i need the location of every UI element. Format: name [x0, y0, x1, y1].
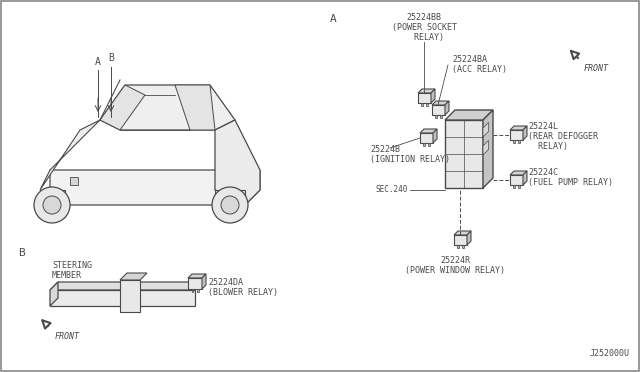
Polygon shape — [432, 101, 449, 105]
Text: B: B — [18, 248, 25, 258]
Text: SEC.240: SEC.240 — [376, 186, 408, 195]
Polygon shape — [420, 129, 437, 133]
Text: J252000U: J252000U — [590, 349, 630, 358]
Bar — [426, 103, 428, 106]
Polygon shape — [40, 170, 260, 205]
Polygon shape — [188, 274, 206, 278]
Polygon shape — [510, 171, 527, 175]
Polygon shape — [483, 122, 488, 137]
Polygon shape — [215, 190, 245, 205]
Polygon shape — [454, 231, 471, 235]
Text: A: A — [95, 57, 101, 67]
Polygon shape — [467, 231, 471, 245]
Bar — [120, 280, 140, 312]
Polygon shape — [483, 110, 493, 188]
Bar — [445, 120, 483, 188]
Polygon shape — [445, 110, 493, 120]
Bar — [421, 103, 423, 106]
Bar — [510, 130, 523, 140]
Text: 25224DA
(BLOWER RELAY): 25224DA (BLOWER RELAY) — [208, 278, 278, 297]
Circle shape — [221, 196, 239, 214]
Polygon shape — [50, 282, 203, 290]
Text: 25224L
(REAR DEFOGGER
  RELAY): 25224L (REAR DEFOGGER RELAY) — [528, 122, 598, 151]
Polygon shape — [202, 274, 206, 289]
Text: 25224B
(IGNITION RELAY): 25224B (IGNITION RELAY) — [370, 145, 450, 164]
Bar — [191, 289, 193, 292]
Bar — [440, 115, 442, 118]
Polygon shape — [175, 85, 215, 130]
Text: 25224BA
(ACC RELAY): 25224BA (ACC RELAY) — [452, 55, 507, 74]
Text: A: A — [330, 14, 337, 24]
Circle shape — [34, 187, 70, 223]
Polygon shape — [433, 129, 437, 143]
Circle shape — [43, 196, 61, 214]
Bar — [510, 175, 523, 185]
Bar — [513, 140, 515, 143]
Polygon shape — [120, 273, 147, 280]
Bar — [418, 93, 431, 103]
Bar — [513, 185, 515, 188]
Polygon shape — [418, 89, 435, 93]
Bar — [428, 143, 430, 146]
Polygon shape — [523, 171, 527, 185]
Polygon shape — [215, 120, 260, 205]
Polygon shape — [483, 141, 488, 155]
Text: STEERING
MEMBER: STEERING MEMBER — [52, 261, 92, 280]
Bar — [420, 133, 433, 143]
Text: 25224BB
(POWER SOCKET
  RELAY): 25224BB (POWER SOCKET RELAY) — [392, 13, 456, 42]
Polygon shape — [100, 85, 145, 130]
Bar — [518, 140, 520, 143]
Circle shape — [212, 187, 248, 223]
Text: FRONT: FRONT — [55, 332, 80, 341]
Polygon shape — [100, 85, 235, 130]
Text: B: B — [108, 53, 114, 63]
Polygon shape — [431, 89, 435, 103]
Bar — [463, 245, 464, 248]
Text: FRONT: FRONT — [584, 64, 609, 73]
Bar — [457, 245, 459, 248]
Bar — [197, 289, 199, 292]
Bar — [188, 278, 202, 289]
Polygon shape — [510, 126, 527, 130]
Polygon shape — [445, 101, 449, 115]
Polygon shape — [50, 290, 195, 306]
Bar — [454, 235, 467, 245]
Polygon shape — [50, 282, 58, 306]
Text: 25224R
(POWER WINDOW RELAY): 25224R (POWER WINDOW RELAY) — [405, 256, 505, 275]
Polygon shape — [523, 126, 527, 140]
Polygon shape — [40, 120, 100, 190]
Bar — [70, 177, 78, 185]
Bar — [435, 115, 437, 118]
Bar — [423, 143, 425, 146]
Polygon shape — [40, 190, 65, 205]
Bar — [518, 185, 520, 188]
Bar — [432, 105, 445, 115]
Text: 25224C
(FUEL PUMP RELAY): 25224C (FUEL PUMP RELAY) — [528, 168, 613, 187]
